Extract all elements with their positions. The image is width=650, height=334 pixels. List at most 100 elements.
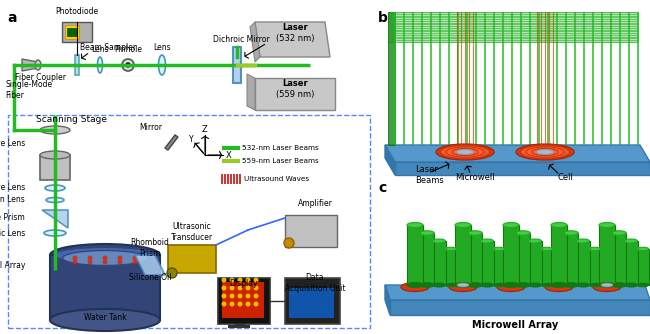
Ellipse shape: [503, 222, 519, 227]
Ellipse shape: [446, 147, 484, 157]
Circle shape: [229, 294, 235, 299]
Polygon shape: [385, 285, 650, 300]
Text: Ultrasound Waves: Ultrasound Waves: [244, 176, 309, 182]
Bar: [612, 233, 626, 285]
Ellipse shape: [564, 231, 578, 235]
Circle shape: [237, 302, 242, 307]
Ellipse shape: [159, 55, 166, 75]
Polygon shape: [388, 12, 638, 42]
Bar: [590, 249, 601, 285]
Circle shape: [73, 256, 77, 261]
Text: Silicone Oil: Silicone Oil: [129, 274, 171, 283]
Ellipse shape: [55, 248, 155, 262]
Ellipse shape: [503, 283, 519, 288]
Circle shape: [88, 260, 92, 265]
Bar: [50, 255, 160, 320]
Ellipse shape: [480, 283, 493, 287]
Ellipse shape: [440, 145, 489, 159]
Circle shape: [246, 286, 250, 291]
Ellipse shape: [515, 283, 530, 287]
Ellipse shape: [536, 150, 554, 154]
Ellipse shape: [468, 283, 482, 287]
Circle shape: [229, 286, 235, 291]
Ellipse shape: [612, 283, 626, 287]
Ellipse shape: [468, 231, 482, 235]
Ellipse shape: [35, 60, 41, 70]
Text: Photodiode: Photodiode: [55, 7, 99, 16]
Ellipse shape: [40, 126, 70, 134]
Text: Y: Y: [188, 135, 193, 144]
Ellipse shape: [480, 239, 493, 243]
Polygon shape: [42, 210, 68, 228]
Ellipse shape: [407, 222, 423, 227]
Ellipse shape: [625, 283, 638, 287]
Text: 559-nm Laser Beams: 559-nm Laser Beams: [242, 158, 318, 164]
Ellipse shape: [452, 148, 478, 156]
Bar: [551, 225, 567, 285]
Bar: [228, 325, 250, 328]
Text: X: X: [226, 151, 232, 160]
Polygon shape: [22, 59, 38, 71]
Ellipse shape: [401, 283, 429, 292]
Bar: [493, 249, 505, 285]
Text: Data
Acquisition Unit: Data Acquisition Unit: [285, 273, 345, 293]
Ellipse shape: [545, 283, 573, 292]
Polygon shape: [385, 145, 650, 162]
Bar: [432, 241, 445, 285]
Circle shape: [103, 256, 107, 261]
Ellipse shape: [455, 222, 471, 227]
Ellipse shape: [625, 239, 638, 243]
Ellipse shape: [590, 247, 601, 251]
Bar: [218, 278, 270, 324]
Text: Amplifier: Amplifier: [298, 198, 332, 207]
Text: Display: Display: [229, 279, 258, 288]
Polygon shape: [135, 255, 165, 275]
Ellipse shape: [420, 231, 434, 235]
Circle shape: [88, 256, 92, 261]
Text: Pinhole: Pinhole: [114, 45, 142, 54]
Circle shape: [122, 59, 134, 71]
Text: Microwell Array: Microwell Array: [472, 320, 558, 330]
Polygon shape: [247, 74, 255, 110]
Ellipse shape: [590, 283, 601, 287]
Circle shape: [222, 294, 226, 299]
Text: c: c: [378, 181, 386, 195]
Ellipse shape: [551, 283, 567, 288]
Bar: [445, 249, 457, 285]
Text: Fiber Coupler: Fiber Coupler: [15, 73, 66, 82]
Circle shape: [222, 286, 226, 291]
Ellipse shape: [445, 283, 457, 287]
Ellipse shape: [493, 247, 505, 251]
Circle shape: [229, 278, 235, 283]
Bar: [222, 282, 264, 318]
Bar: [40, 155, 70, 180]
Ellipse shape: [577, 283, 590, 287]
Ellipse shape: [528, 283, 541, 287]
Bar: [528, 241, 541, 285]
Circle shape: [222, 302, 226, 307]
Circle shape: [284, 238, 294, 248]
Circle shape: [246, 278, 250, 283]
Circle shape: [118, 260, 122, 265]
Ellipse shape: [98, 57, 103, 73]
Ellipse shape: [407, 283, 423, 288]
Text: Cell: Cell: [557, 172, 573, 181]
Circle shape: [229, 302, 235, 307]
Circle shape: [133, 256, 138, 261]
Text: Objective Lens: Objective Lens: [0, 139, 25, 148]
Bar: [420, 233, 434, 285]
Ellipse shape: [536, 150, 554, 155]
Ellipse shape: [637, 283, 649, 287]
Bar: [62, 22, 92, 42]
Bar: [541, 249, 552, 285]
Text: Right-Angle Prism: Right-Angle Prism: [0, 213, 25, 222]
Text: Laser: Laser: [282, 79, 308, 89]
Ellipse shape: [493, 283, 505, 287]
Ellipse shape: [40, 151, 70, 159]
Polygon shape: [395, 162, 650, 175]
Circle shape: [133, 260, 138, 265]
Text: Objective Lens: Objective Lens: [0, 183, 25, 192]
Ellipse shape: [612, 231, 626, 235]
Bar: [235, 324, 245, 326]
Circle shape: [237, 294, 242, 299]
